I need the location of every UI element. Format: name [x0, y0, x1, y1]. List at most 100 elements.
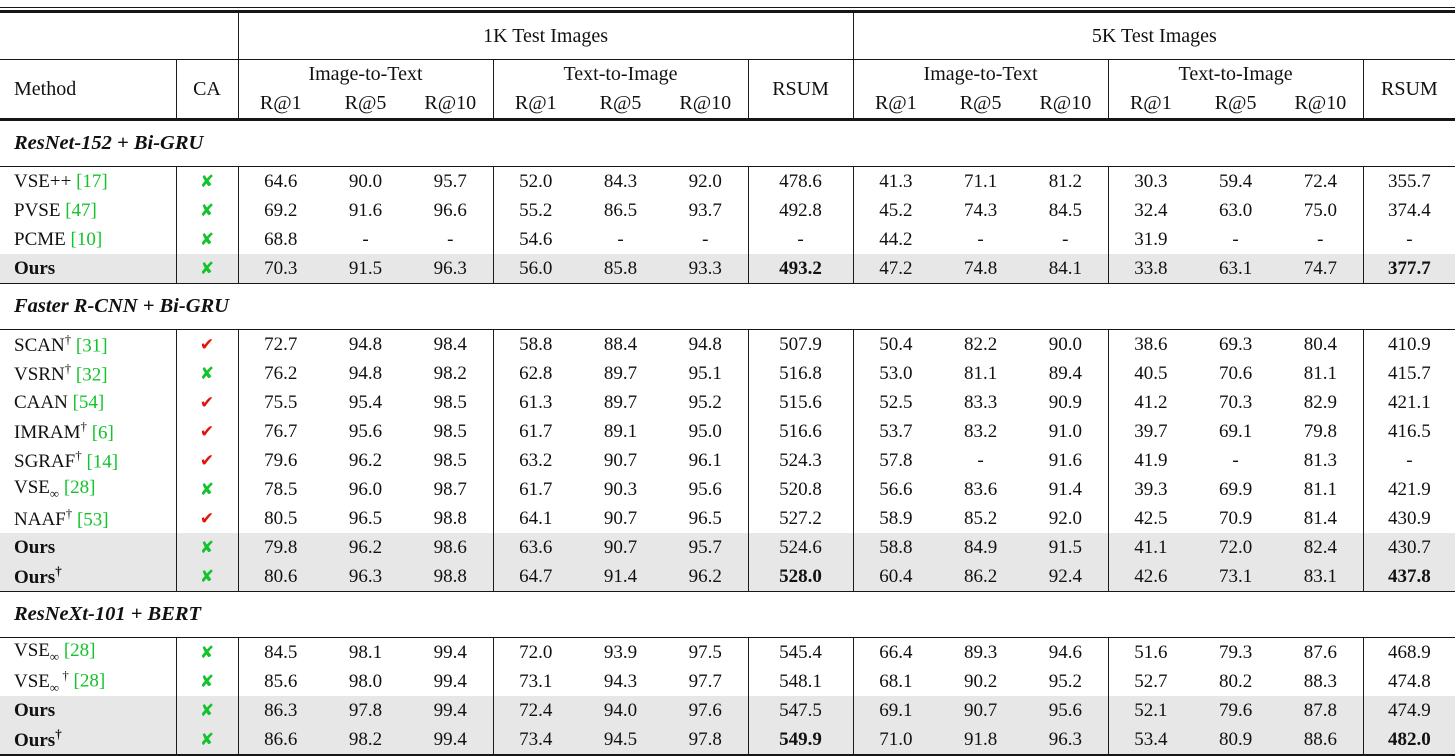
value-cell: 79.6 [237, 446, 323, 475]
col-header-r5: R@5 [938, 88, 1024, 121]
value-cell: 91.6 [1048, 449, 1082, 471]
value-cell: 90.0 [1048, 333, 1082, 355]
value-cell: 41.2 [1107, 388, 1194, 417]
value-cell: 45.2 [852, 196, 939, 225]
group-header-5k: 5K Test Images [852, 13, 1455, 60]
value-cell: 79.8 [1303, 420, 1337, 442]
value-cell: 85.6 [237, 667, 323, 696]
method-cell: VSE∞ [28] [0, 638, 176, 668]
citation-link[interactable]: [6] [86, 422, 114, 444]
value-cell: 64.7 [492, 562, 578, 592]
value-cell: 81.1 [1303, 478, 1337, 500]
group-header-row: 1K Test Images 5K Test Images [0, 13, 1455, 60]
value-cell: 90.2 [963, 670, 998, 692]
top-rule [0, 7, 1455, 13]
value-cell: 98.5 [433, 420, 467, 442]
value-cell: 96.3 [323, 562, 408, 592]
value-cell: 56.0 [492, 254, 578, 284]
method-cell: VSE∞ † [28] [0, 667, 176, 696]
citation-link[interactable]: [53] [72, 509, 109, 531]
value-cell: 31.9 [1107, 225, 1194, 254]
value-cell: 72.0 [492, 637, 578, 667]
cross-icon: ✘ [175, 225, 238, 254]
value-cell: 478.6 [747, 166, 854, 196]
method-cell: Ours [0, 696, 176, 725]
value-cell: 70.3 [1218, 391, 1253, 413]
value-cell: 548.1 [747, 667, 854, 696]
value-cell: 69.1 [852, 696, 939, 725]
value-cell: 69.3 [1218, 333, 1253, 355]
cross-icon: ✘ [175, 696, 238, 725]
value-cell: 87.6 [1303, 641, 1337, 663]
value-cell: 415.7 [1362, 359, 1455, 388]
citation-link[interactable]: [14] [81, 451, 119, 473]
value-cell: 79.8 [237, 533, 323, 562]
value-cell: 96.3 [408, 254, 493, 284]
check-icon: ✔ [175, 417, 238, 446]
value-cell: 94.8 [348, 333, 383, 355]
value-cell: 96.5 [348, 507, 383, 529]
value-cell: 60.4 [852, 562, 939, 592]
citation-link[interactable]: [28] [59, 640, 96, 662]
value-cell: - [362, 228, 369, 250]
value-cell: 57.8 [852, 446, 939, 475]
value-cell: 52.1 [1107, 696, 1194, 725]
cross-icon: ✘ [175, 196, 238, 225]
cross-icon: ✘ [175, 533, 238, 562]
value-cell: - [447, 228, 454, 250]
value-cell: 85.2 [963, 507, 998, 529]
value-cell: 95.1 [688, 362, 722, 384]
value-cell: 93.3 [663, 254, 748, 284]
value-cell: 524.3 [747, 446, 854, 475]
value-cell: 52.7 [1107, 667, 1194, 696]
value-cell: 54.6 [492, 225, 578, 254]
col-header-r1: R@1 [492, 88, 578, 121]
value-cell: 95.2 [688, 391, 722, 413]
method-cell: PVSE [47] [0, 196, 176, 225]
value-cell: 70.3 [237, 254, 323, 284]
value-cell: 40.5 [1107, 359, 1194, 388]
value-cell: 91.0 [1048, 420, 1082, 442]
citation-link[interactable]: [10] [65, 228, 103, 250]
value-cell: 99.4 [408, 725, 493, 755]
cross-icon: ✘ [175, 562, 238, 592]
value-cell: 74.3 [963, 199, 998, 221]
citation-link[interactable]: [54] [67, 391, 105, 413]
value-cell: 92.4 [1023, 562, 1109, 592]
citation-link[interactable]: [32] [71, 364, 108, 386]
value-cell: 421.9 [1362, 475, 1455, 504]
citation-link[interactable]: [47] [60, 199, 97, 221]
section-header-row: ResNeXt-101 + BERT [0, 591, 1455, 638]
table-row: CAAN [54] ✔ 75.5 95.4 98.5 61.3 89.7 95.2 515.6 5… [0, 388, 1455, 417]
method-name: VSE∞ [14, 640, 60, 664]
method-name: PCME [14, 228, 66, 250]
value-cell: 549.9 [747, 725, 854, 755]
table-row: SCAN† [31] ✔ 72.7 94.8 98.4 58.8 88.4 94.8 507.9… [0, 329, 1455, 360]
citation-link[interactable]: [28] [68, 670, 106, 692]
value-cell: 58.8 [852, 533, 939, 562]
value-cell: 58.8 [492, 329, 578, 359]
cross-icon: ✘ [175, 667, 238, 696]
col-header-rsum-1k: RSUM [747, 59, 854, 121]
method-name: VSRN† [14, 360, 72, 386]
value-cell: 88.4 [603, 333, 638, 355]
table-body: ResNet-152 + Bi-GRU VSE++ [17] ✘ 64.6 90.0 95… [0, 119, 1455, 755]
citation-link[interactable]: [28] [59, 477, 96, 499]
table-row: Ours† ✘ 80.6 96.3 98.8 64.7 91.4 96.2 528.0 60.4 8… [0, 562, 1455, 592]
section-title: Faster R-CNN + Bi-GRU [0, 283, 1455, 330]
value-cell: 96.3 [1023, 725, 1109, 755]
citation-link[interactable]: [17] [71, 170, 108, 192]
method-cell: SCAN† [31] [0, 330, 176, 360]
value-cell: 62.8 [492, 359, 578, 388]
group-header-1k: 1K Test Images [237, 13, 854, 60]
value-cell: 91.6 [348, 199, 383, 221]
value-cell: 98.5 [433, 449, 467, 471]
value-cell: 98.5 [433, 391, 467, 413]
table-row: SGRAF† [14] ✔ 79.6 96.2 98.5 63.2 90.7 96.1 524.… [0, 446, 1455, 475]
value-cell: 527.2 [747, 504, 854, 533]
table-row: Ours† ✘ 86.6 98.2 99.4 73.4 94.5 97.8 549.9 71.0 9… [0, 725, 1455, 755]
value-cell: 97.5 [688, 641, 722, 663]
citation-link[interactable]: [31] [71, 335, 108, 357]
method-cell: PCME [10] [0, 225, 176, 254]
value-cell: 94.6 [1048, 641, 1082, 663]
